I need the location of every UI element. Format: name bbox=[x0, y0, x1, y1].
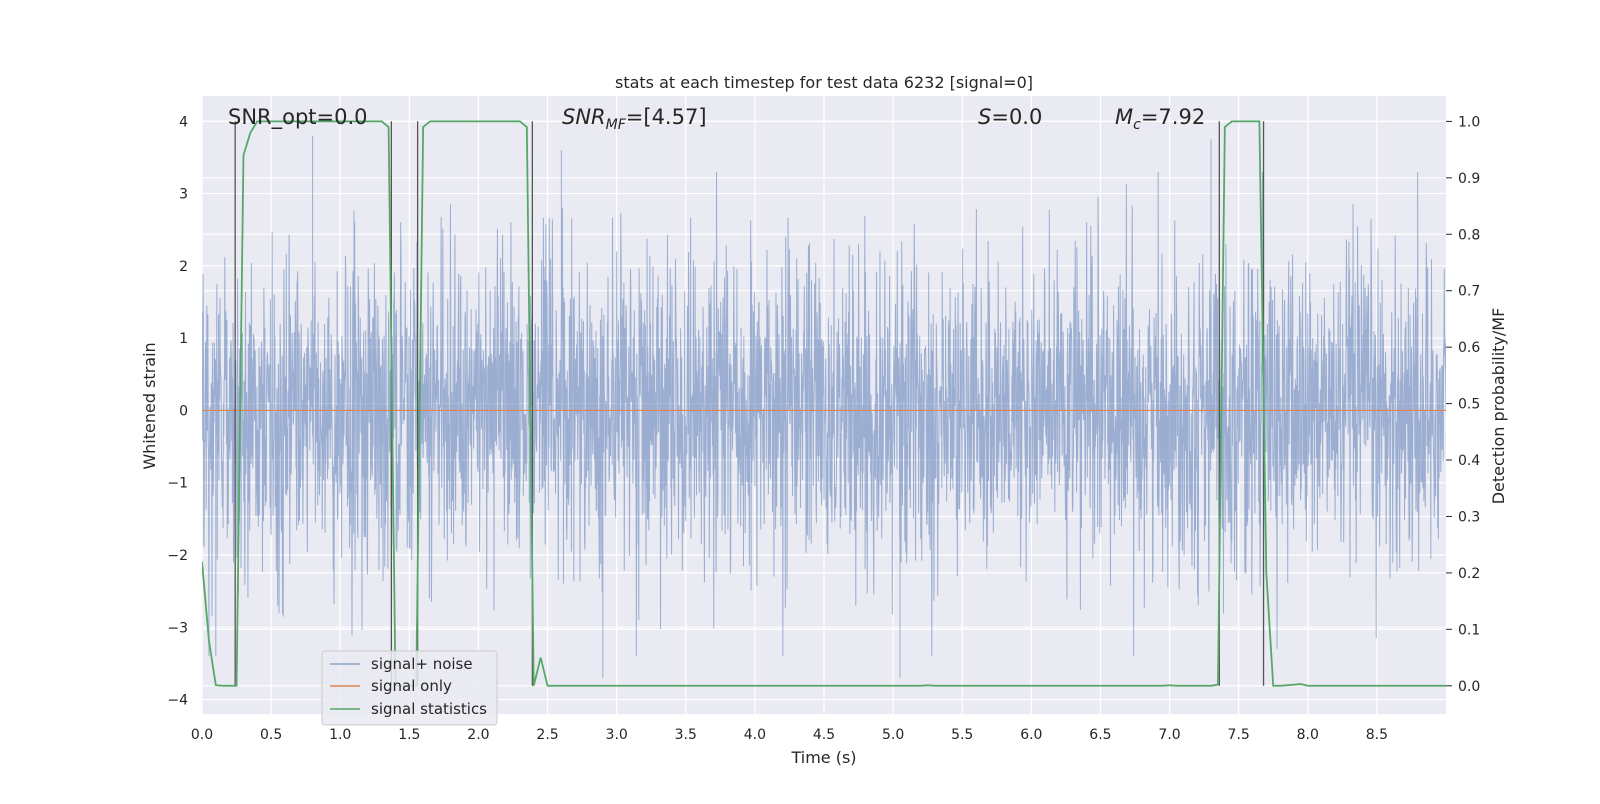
snr-mf-symbol: SNR bbox=[562, 105, 606, 129]
y-left-tick-label-5: 1 bbox=[179, 331, 188, 347]
mc-subscript: c bbox=[1133, 117, 1141, 133]
y-right-tick-label-10: 1.0 bbox=[1458, 114, 1480, 130]
y-right-tick-label-6: 0.6 bbox=[1458, 340, 1480, 356]
y-right-tick-label-5: 0.5 bbox=[1458, 397, 1480, 413]
signal-noise-series bbox=[202, 135, 1446, 678]
legend-label-noise: signal+ noise bbox=[371, 655, 473, 673]
s-symbol: S bbox=[978, 105, 991, 129]
snr-mf-subscript: MF bbox=[606, 117, 627, 133]
y-left-tick-label-3: −1 bbox=[167, 476, 188, 492]
x-tick-label-16: 8.0 bbox=[1297, 727, 1319, 743]
x-tick-label-4: 2.0 bbox=[467, 727, 489, 743]
x-tick-label-14: 7.0 bbox=[1158, 727, 1180, 743]
x-tick-label-15: 7.5 bbox=[1228, 727, 1250, 743]
y-right-tick-label-4: 0.4 bbox=[1458, 453, 1480, 469]
legend-label-statistics: signal statistics bbox=[371, 700, 487, 718]
x-tick-label-0: 0.0 bbox=[191, 727, 213, 743]
y-left-tick-label-1: −3 bbox=[167, 620, 188, 636]
y-left-tick-label-8: 4 bbox=[179, 114, 188, 130]
x-tick-label-13: 6.5 bbox=[1089, 727, 1111, 743]
snr-mf-annotation: SNRMF=[4.57] bbox=[562, 105, 707, 133]
noise-trace bbox=[202, 135, 1446, 678]
signal-statistics-series bbox=[202, 120, 1446, 687]
x-axis-ticks: 0.0 0.5 1.0 1.5 2.0 2.5 3.0 3.5 4.0 4.5 5.0 5.5 6.0 6… bbox=[191, 727, 1388, 743]
x-tick-label-6: 3.0 bbox=[606, 727, 628, 743]
y-left-tick-label-0: −4 bbox=[167, 693, 188, 709]
x-axis-label: Time (s) bbox=[790, 748, 856, 767]
y-left-tick-label-6: 2 bbox=[179, 259, 188, 275]
x-tick-label-2: 1.0 bbox=[329, 727, 351, 743]
legend-box bbox=[321, 650, 498, 726]
y-right-tick-label-3: 0.3 bbox=[1458, 509, 1480, 525]
x-tick-label-17: 8.5 bbox=[1366, 727, 1388, 743]
mc-value: =7.92 bbox=[1141, 105, 1205, 129]
x-tick-label-1: 0.5 bbox=[260, 727, 282, 743]
x-tick-label-11: 5.5 bbox=[951, 727, 973, 743]
chart-title: stats at each timestep for test data 623… bbox=[615, 73, 1033, 92]
x-tick-label-8: 4.0 bbox=[744, 727, 766, 743]
y-left-tick-label-7: 3 bbox=[179, 187, 188, 203]
y-right-tick-label-0: 0.0 bbox=[1458, 679, 1480, 695]
y-right-tick-label-8: 0.8 bbox=[1458, 227, 1480, 243]
y-axis-left-ticks: −4 −3 −2 −1 0 1 2 3 4 bbox=[167, 114, 188, 708]
y-right-tick-label-1: 0.1 bbox=[1458, 622, 1480, 638]
y-right-tick-label-7: 0.7 bbox=[1458, 284, 1480, 300]
s-annotation: S=0.0 bbox=[978, 105, 1042, 129]
legend-label-signal: signal only bbox=[371, 677, 452, 695]
y-axis-right-label: Detection probability/MF bbox=[1489, 308, 1508, 505]
snr-opt-annotation: SNR_opt=0.0 bbox=[228, 105, 368, 130]
x-tick-label-7: 3.5 bbox=[675, 727, 697, 743]
x-tick-label-12: 6.0 bbox=[1020, 727, 1042, 743]
x-tick-label-9: 4.5 bbox=[813, 727, 835, 743]
s-value: =0.0 bbox=[991, 105, 1042, 129]
x-tick-label-3: 1.5 bbox=[398, 727, 420, 743]
signal-statistics-line bbox=[202, 120, 1446, 687]
y-right-tick-label-9: 0.9 bbox=[1458, 171, 1480, 187]
y-axis-left-label: Whitened strain bbox=[140, 342, 159, 469]
x-tick-label-10: 5.0 bbox=[882, 727, 904, 743]
y-left-tick-label-4: 0 bbox=[179, 403, 188, 419]
snr-mf-value: =[4.57] bbox=[626, 105, 707, 129]
mc-annotation: Mc=7.92 bbox=[1115, 105, 1205, 133]
x-tick-label-5: 2.5 bbox=[536, 727, 558, 743]
legend: signal+ noise signal only signal statist… bbox=[321, 650, 498, 726]
y-right-tick-label-2: 0.2 bbox=[1458, 566, 1480, 582]
mc-symbol: M bbox=[1115, 105, 1133, 129]
y-left-tick-label-2: −2 bbox=[167, 548, 188, 564]
y-axis-right-ticks: 0.0 0.1 0.2 0.3 0.4 0.5 0.6 0.7 0.8 0.9 1.0 bbox=[1446, 114, 1480, 695]
